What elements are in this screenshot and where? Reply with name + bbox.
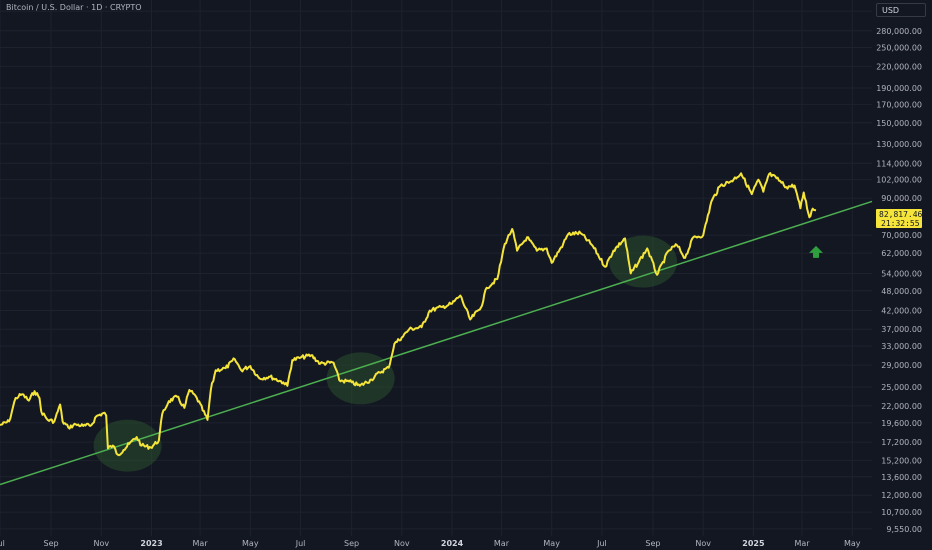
trendline[interactable] xyxy=(0,200,873,486)
y-tick-label: 12,000.00 xyxy=(881,491,922,500)
y-tick-label: 280,000.00 xyxy=(876,27,922,36)
x-tick-label: Mar xyxy=(494,539,510,548)
y-tick-label: 37,000.00 xyxy=(881,325,922,334)
y-tick-label: 170,000.00 xyxy=(876,100,922,109)
x-tick-label: May xyxy=(242,539,259,548)
x-tick-label: Nov xyxy=(394,539,410,548)
price-axis[interactable]: 320,000.00280,000.00250,000.00220,000.00… xyxy=(876,7,922,534)
y-tick-label: 33,000.00 xyxy=(881,342,922,351)
price-tag-bg xyxy=(876,209,922,228)
y-tick-label: 54,000.00 xyxy=(881,269,922,278)
y-tick-label: 13,600.00 xyxy=(881,473,922,482)
price-tag-price: 82,817.46 xyxy=(879,210,923,219)
support-highlights xyxy=(93,235,678,472)
y-tick-label: 150,000.00 xyxy=(876,119,922,128)
x-tick-label: 2025 xyxy=(742,539,765,548)
price-line-series xyxy=(0,172,817,457)
x-tick-label: Sep xyxy=(344,539,359,548)
x-tick-label: 2024 xyxy=(441,539,464,548)
y-tick-label: 70,000.00 xyxy=(881,231,922,240)
x-tick-label: May xyxy=(543,539,560,548)
y-tick-label: 130,000.00 xyxy=(876,140,922,149)
x-tick-label: Jul xyxy=(596,539,607,548)
x-tick-label: Jul xyxy=(295,539,306,548)
y-tick-label: 9,550.00 xyxy=(886,525,922,534)
y-tick-label: 15,200.00 xyxy=(881,456,922,465)
y-tick-label: 19,600.00 xyxy=(881,419,922,428)
y-tick-label: 90,000.00 xyxy=(881,194,922,203)
support-highlight xyxy=(326,352,395,405)
x-tick-label: Sep xyxy=(44,539,59,548)
x-tick-label: Nov xyxy=(695,539,711,548)
y-tick-label: 220,000.00 xyxy=(876,62,922,71)
y-tick-label: 102,000.00 xyxy=(876,176,922,185)
y-tick-label: 25,000.00 xyxy=(881,383,922,392)
chart-grid xyxy=(0,0,872,536)
time-axis[interactable]: Jul Sep Nov 2023 Mar May Jul Sep Nov 2024 Mar May Ju… xyxy=(0,539,861,548)
x-tick-label: Mar xyxy=(193,539,209,548)
x-tick-label: 2023 xyxy=(140,539,162,548)
up-arrow-icon xyxy=(809,245,824,258)
currency-button[interactable]: USD xyxy=(876,3,926,17)
x-tick-label: Nov xyxy=(93,539,109,548)
price-tag-countdown: 21:32:55 xyxy=(881,219,920,228)
x-tick-label: Sep xyxy=(645,539,660,548)
y-tick-label: 29,000.00 xyxy=(881,361,922,370)
chart-title: Bitcoin / U.S. Dollar · 1D · CRYPTO xyxy=(6,3,142,12)
y-tick-label: 250,000.00 xyxy=(876,43,922,52)
y-tick-label: 114,000.00 xyxy=(876,159,922,168)
arrow-shape xyxy=(809,245,824,258)
y-tick-label: 48,000.00 xyxy=(881,287,922,296)
y-tick-label: 62,000.00 xyxy=(881,249,922,258)
x-tick-label: Mar xyxy=(794,539,810,548)
y-tick-label: 17,200.00 xyxy=(881,438,922,447)
y-tick-label: 42,000.00 xyxy=(881,306,922,315)
y-tick-label: 190,000.00 xyxy=(876,84,922,93)
current-price-tag: 82,817.46 21:32:55 xyxy=(876,209,923,228)
y-tick-label: 22,000.00 xyxy=(881,402,922,411)
x-tick-label: May xyxy=(844,539,861,548)
y-tick-label: 10,700.00 xyxy=(881,508,922,517)
x-tick-label: Jul xyxy=(0,539,5,548)
